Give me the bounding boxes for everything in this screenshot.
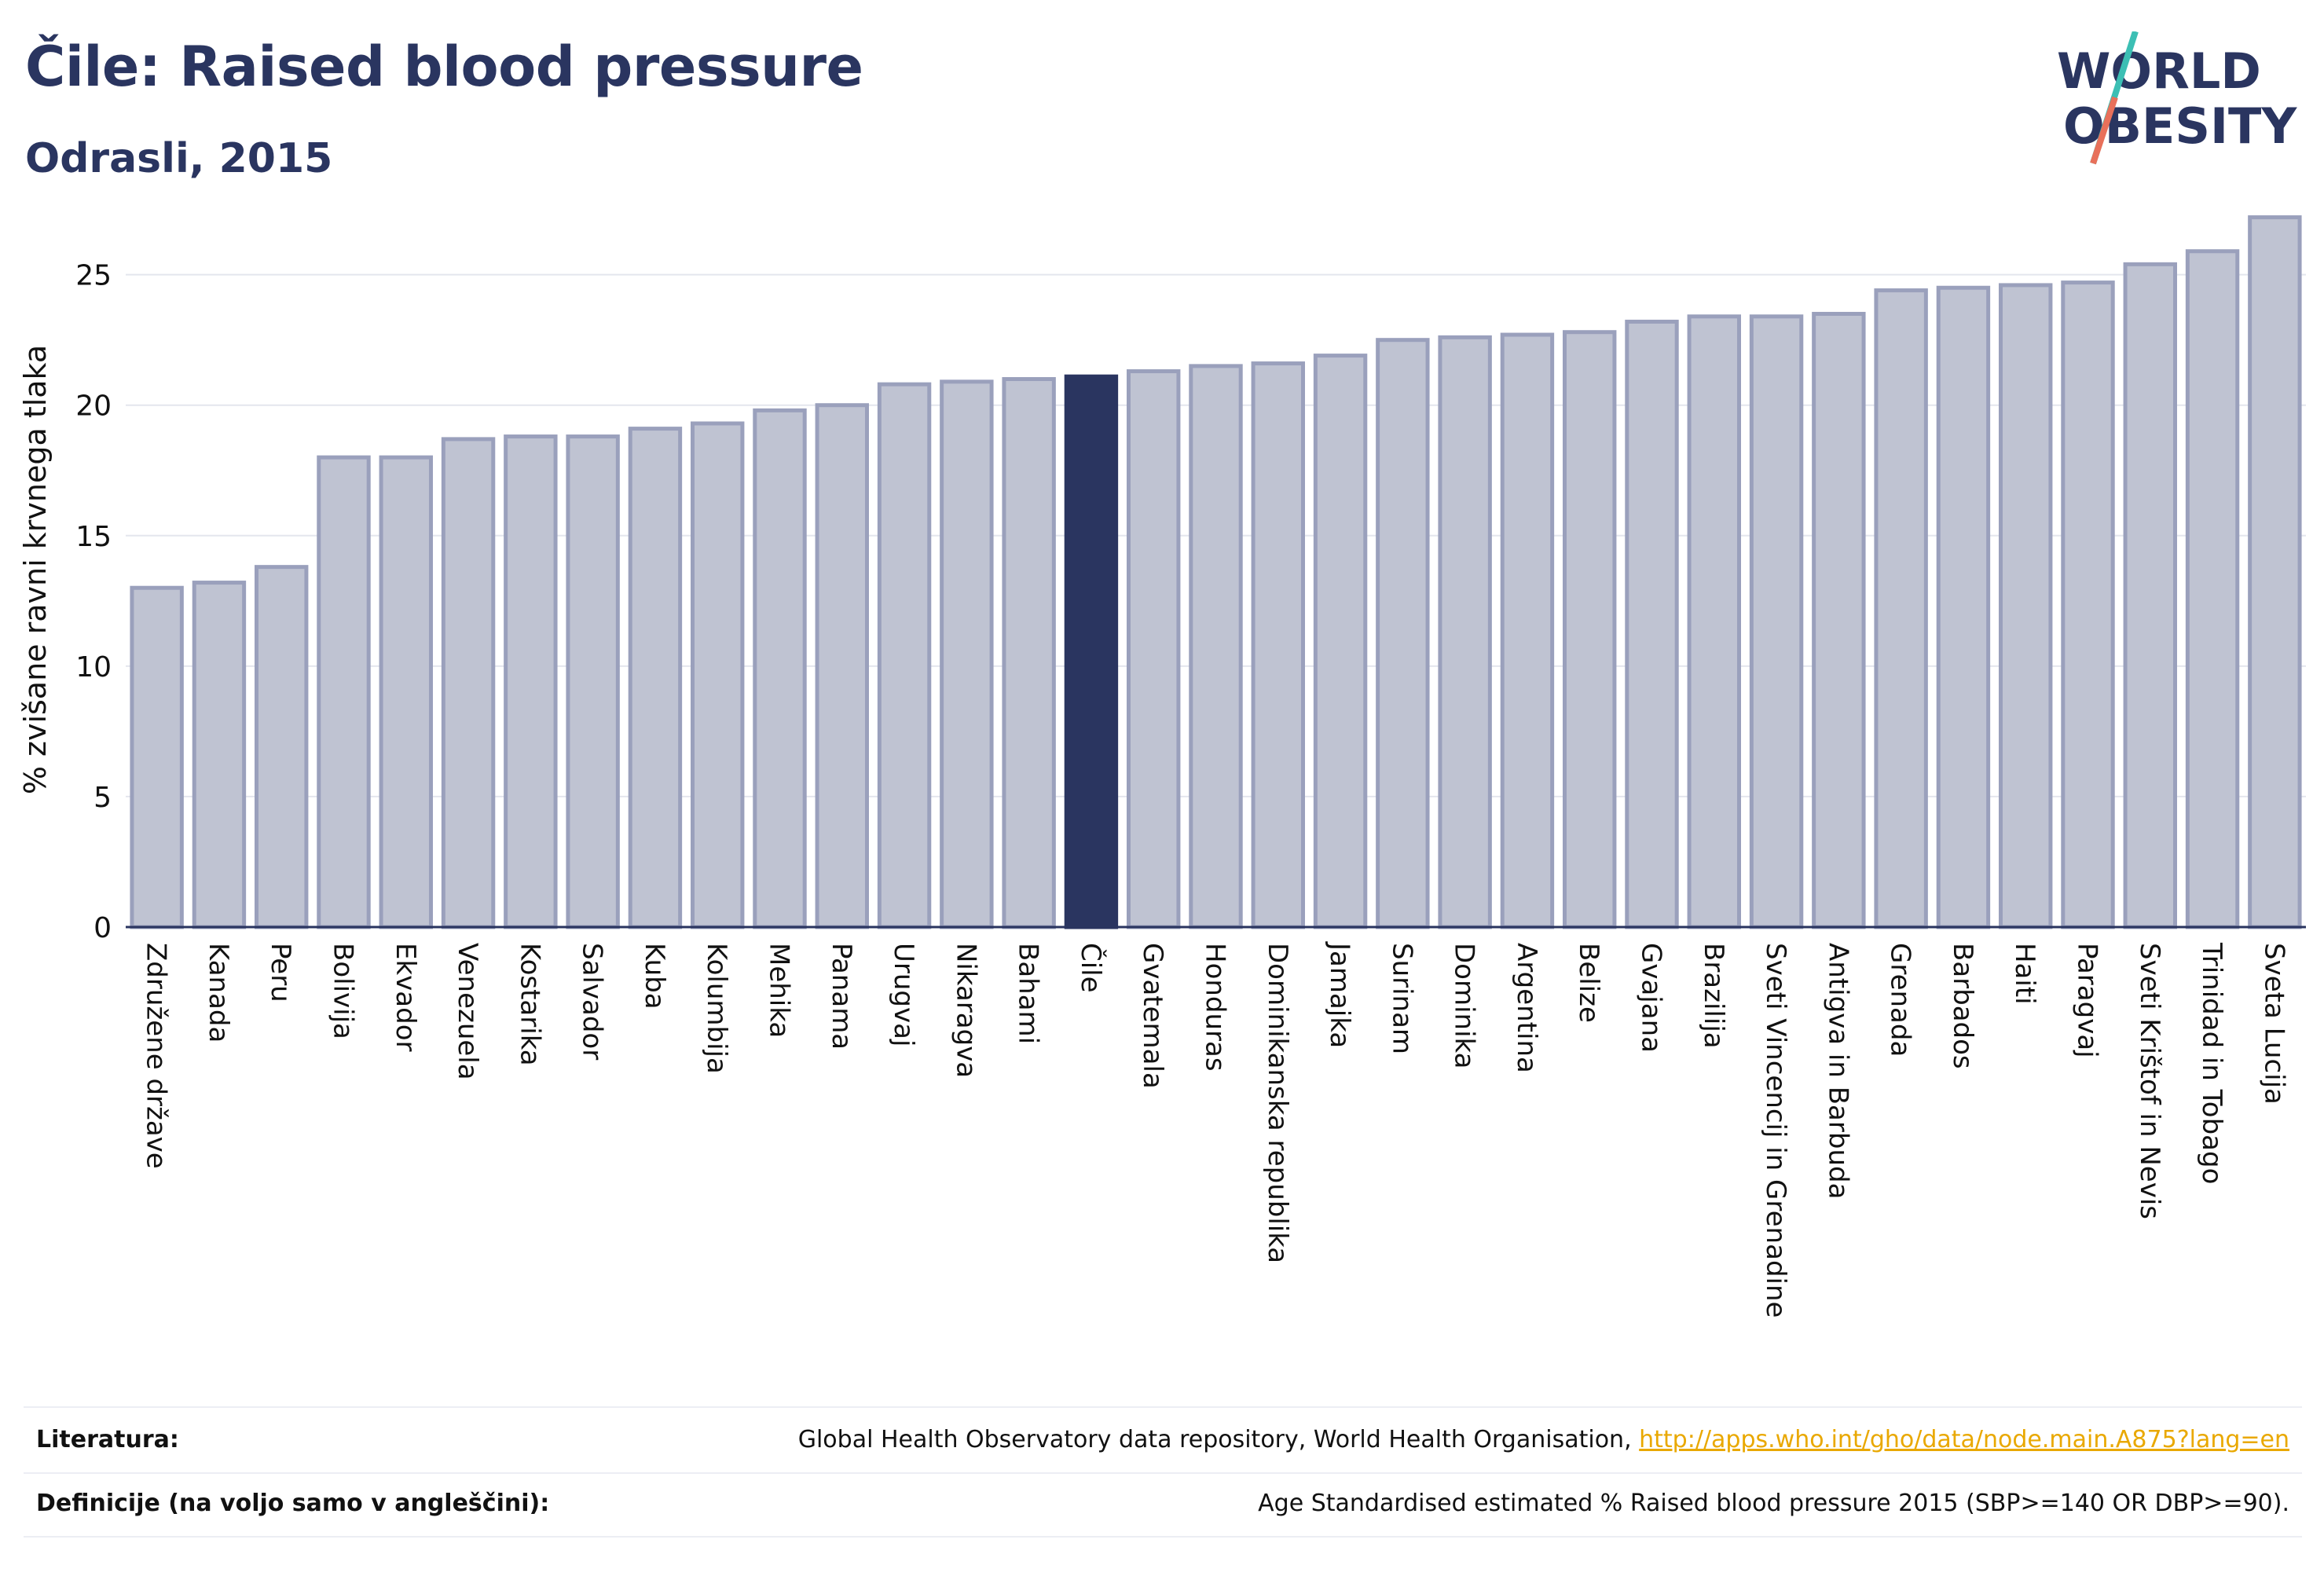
definitions-text: Age Standardised estimated % Raised bloo… bbox=[1258, 1490, 2289, 1517]
chart-title: Čile: Raised blood pressure bbox=[25, 35, 863, 99]
bar-chart: 0 5 10 15 20 25 Združene države Kanada Peru Boli… bbox=[18, 215, 2306, 1318]
bar bbox=[1189, 364, 1243, 929]
references-value: Global Health Observatory data repositor… bbox=[798, 1426, 2289, 1453]
bar bbox=[1127, 369, 1181, 929]
x-tick-label: Antigva in Barbuda bbox=[1822, 943, 1853, 1199]
x-tick-label: Peru bbox=[265, 943, 296, 1002]
bar bbox=[192, 581, 247, 929]
bar bbox=[2185, 249, 2240, 929]
bar bbox=[1251, 361, 1305, 929]
bar bbox=[1936, 285, 1991, 929]
x-tick-label: Panama bbox=[826, 943, 857, 1050]
bar bbox=[1500, 332, 1555, 929]
x-tick-label: Sveta Lucija bbox=[2258, 943, 2289, 1105]
x-tick-label: Nikaragva bbox=[950, 943, 981, 1078]
logo-slash-coral bbox=[2090, 96, 2118, 165]
footer-divider-bottom bbox=[24, 1536, 2302, 1538]
footer-divider-top bbox=[24, 1406, 2302, 1408]
x-tick-label: Ekvador bbox=[390, 943, 421, 1052]
bar bbox=[877, 382, 932, 929]
x-tick-label: Barbados bbox=[1947, 943, 1978, 1069]
bar bbox=[504, 434, 558, 929]
bars bbox=[130, 215, 2302, 929]
x-tick-label: Kuba bbox=[639, 943, 670, 1010]
x-tick-label: Trinidad in Tobago bbox=[2196, 942, 2227, 1184]
bar bbox=[1313, 354, 1368, 929]
references-link[interactable]: http://apps.who.int/gho/data/node.main.A… bbox=[1639, 1426, 2289, 1453]
y-tick-label: 0 bbox=[93, 912, 112, 944]
references-text: Global Health Observatory data repositor… bbox=[797, 1426, 1640, 1453]
bar bbox=[1999, 283, 2053, 929]
y-tick-label: 15 bbox=[75, 521, 112, 553]
bar bbox=[691, 421, 745, 929]
x-tick-label: Kolumbija bbox=[701, 943, 732, 1074]
x-tick-label: Sveti Vincencij in Grenadine bbox=[1760, 943, 1791, 1318]
x-tick-label: Čile bbox=[1075, 943, 1107, 993]
x-tick-label: Dominikanska republika bbox=[1262, 943, 1293, 1263]
x-tick-label: Sveti Krištof in Nevis bbox=[2134, 943, 2165, 1219]
references-label: Literatura: bbox=[36, 1426, 179, 1453]
x-tick-label: Kanada bbox=[203, 943, 234, 1043]
bar bbox=[566, 434, 620, 929]
y-axis-ticks: 0 5 10 15 20 25 bbox=[75, 260, 112, 944]
x-tick-label: Honduras bbox=[1200, 943, 1231, 1072]
bar bbox=[1438, 335, 1492, 929]
y-tick-label: 10 bbox=[75, 651, 112, 684]
x-tick-label: Salvador bbox=[577, 943, 608, 1060]
bar bbox=[2248, 215, 2302, 929]
x-tick-label: Brazilija bbox=[1698, 943, 1729, 1049]
chart-subtitle: Odrasli, 2015 bbox=[25, 135, 333, 182]
bar bbox=[441, 437, 496, 929]
y-tick-label: 20 bbox=[75, 390, 112, 423]
bar bbox=[1625, 319, 1679, 929]
logo-line1: WORLD bbox=[2057, 42, 2261, 100]
x-tick-label: Urugvaj bbox=[888, 943, 919, 1046]
x-tick-label: Paragvaj bbox=[2072, 943, 2103, 1058]
world-obesity-logo: WORLD OBESITY bbox=[2057, 31, 2297, 165]
bar bbox=[1563, 330, 1617, 929]
x-tick-label: Dominika bbox=[1449, 943, 1480, 1068]
bar bbox=[2123, 262, 2178, 929]
bar bbox=[815, 403, 869, 929]
bar bbox=[1687, 314, 1742, 929]
x-tick-label: Kostarika bbox=[514, 943, 545, 1066]
x-axis-ticks: Združene države Kanada Peru Bolivija Ekvador… bbox=[141, 941, 2290, 1318]
bar bbox=[940, 379, 994, 929]
bar bbox=[1002, 377, 1056, 929]
bar bbox=[1874, 288, 1928, 929]
x-tick-label: Bolivija bbox=[328, 943, 359, 1039]
definitions-label: Definicije (na voljo samo v angleščini): bbox=[36, 1490, 550, 1517]
x-tick-label: Argentina bbox=[1511, 943, 1542, 1073]
x-tick-label: Gvatemala bbox=[1137, 943, 1168, 1089]
x-tick-label: Mehika bbox=[764, 943, 795, 1038]
y-tick-label: 5 bbox=[93, 782, 112, 814]
bar bbox=[2061, 280, 2115, 929]
y-tick-label: 25 bbox=[75, 260, 112, 292]
y-axis-label: % zvišane ravni krvnega tlaka bbox=[18, 345, 53, 794]
bar bbox=[317, 455, 371, 929]
x-tick-label: Belize bbox=[1573, 943, 1604, 1023]
bar bbox=[628, 427, 683, 929]
x-tick-label: Bahami bbox=[1013, 943, 1044, 1044]
x-tick-label: Združene države bbox=[141, 943, 172, 1169]
bar bbox=[1812, 311, 1866, 929]
x-tick-label: Venezuela bbox=[452, 943, 483, 1080]
bar-highlight bbox=[1064, 374, 1119, 929]
bar bbox=[379, 455, 434, 929]
bar bbox=[130, 585, 184, 929]
x-tick-label: Grenada bbox=[1885, 943, 1916, 1057]
x-tick-label: Gvajana bbox=[1636, 943, 1667, 1053]
x-tick-label: Jamajka bbox=[1324, 941, 1355, 1048]
bar bbox=[255, 565, 309, 929]
bar bbox=[753, 408, 807, 929]
bar bbox=[1376, 338, 1430, 929]
bar bbox=[1749, 314, 1804, 929]
footer-divider-mid bbox=[24, 1472, 2302, 1474]
x-tick-label: Surinam bbox=[1386, 943, 1417, 1054]
x-tick-label: Haiti bbox=[2009, 943, 2040, 1005]
